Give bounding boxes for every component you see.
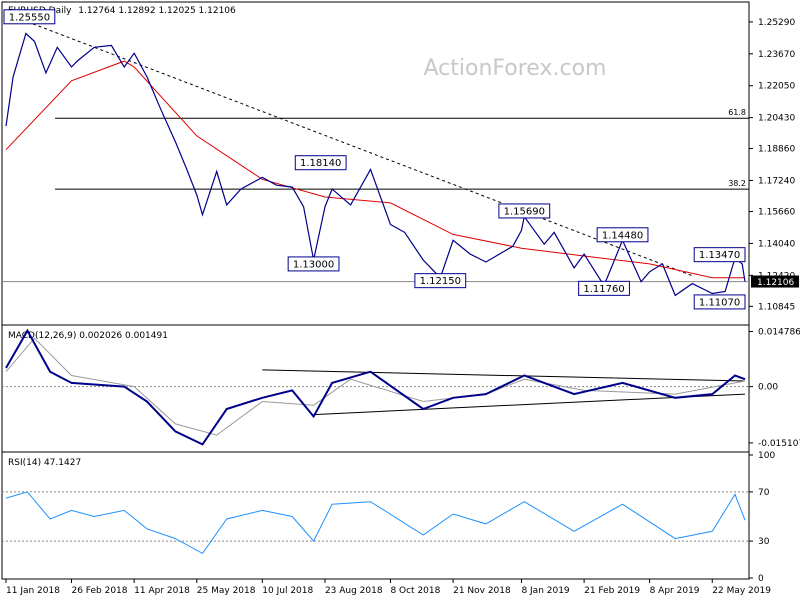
- price-callout-label: 1.18140: [300, 158, 341, 169]
- price-callout-box: [3, 9, 56, 25]
- price-pane: [1, 1, 750, 326]
- price-callout-label: 1.12150: [420, 276, 461, 287]
- price-callout-label: 1.11070: [699, 297, 740, 308]
- price-callout-label: 1.15690: [504, 206, 545, 217]
- price-ytick-label: 1.15660: [758, 208, 795, 218]
- timeframe-label: Daily: [49, 6, 72, 16]
- fib-label: 61.8: [728, 108, 746, 117]
- price-callout-box: [294, 155, 347, 171]
- price-ytick-label: 1.20430: [758, 114, 795, 124]
- macd-pane-title: MACD(12,26,9) 0.002026 0.001491: [8, 331, 168, 341]
- x-tick-label: 8 Jan 2019: [521, 586, 569, 596]
- rsi-pane-title: RSI(14) 47.1427: [8, 458, 81, 468]
- macd-line: [5, 328, 746, 446]
- x-tick-label: 11 Apr 2018: [134, 586, 190, 596]
- price-ytick-label: 1.17240: [758, 176, 795, 186]
- rsi-ytick-label: 30: [758, 537, 770, 547]
- ohlc-label: 1.12764 1.12892 1.12025 1.12106: [78, 6, 236, 16]
- price-callout-label: 1.13000: [293, 259, 334, 270]
- x-tick-label: 25 May 2018: [197, 586, 256, 596]
- rsi-ytick-label: 0: [758, 574, 764, 584]
- macd-ytick-label: -0.015107: [758, 439, 800, 449]
- macd-wedge-upper: [262, 369, 746, 382]
- rsi-line: [5, 491, 746, 555]
- macd-ytick-label: 0.00: [758, 383, 778, 393]
- x-tick-label: 21 Feb 2019: [584, 586, 640, 596]
- rsi-ytick-label: 100: [758, 451, 775, 461]
- price-line: [5, 32, 746, 297]
- price-ytick-label: 1.23670: [758, 50, 795, 60]
- axes-group: 11 Jan 2018 26 Feb 2018 11 Apr 2018 25 May …: [5, 579, 771, 596]
- current-price-label: 1.12106: [757, 278, 794, 288]
- x-tick-label: 10 Jul 2018: [262, 586, 313, 596]
- x-tick-label: 11 Jan 2018: [6, 586, 60, 596]
- price-callout-box: [693, 294, 746, 310]
- price-ytick-label: 1.22050: [758, 82, 795, 92]
- price-series-group: 61.8 38.2 1.25550 1.18140 1.13000 1.12150 1.15…: [2, 9, 799, 312]
- rsi-ytick-label: 70: [758, 488, 770, 498]
- ma-line: [5, 60, 745, 279]
- trendline: [27, 21, 693, 277]
- price-ytick-label: 1.14040: [758, 239, 795, 249]
- price-callout-box: [414, 273, 467, 289]
- rsi-pane: [1, 451, 750, 580]
- price-callout-label: 1.25550: [9, 12, 50, 23]
- x-tick-label: 26 Feb 2018: [71, 586, 127, 596]
- x-tick-label: 23 Aug 2018: [325, 586, 383, 596]
- current-price-tag: [751, 275, 799, 288]
- x-tick-label: 8 Apr 2019: [650, 586, 700, 596]
- rsi-series-group: 100 70 30 0: [2, 451, 775, 584]
- x-tick-label: 22 May 2019: [712, 586, 771, 596]
- price-callout-label: 1.11760: [583, 284, 624, 295]
- x-tick-label: 8 Oct 2018: [390, 586, 440, 596]
- macd-series-group: 0.014786 0.00 -0.015107: [2, 328, 800, 449]
- price-callout-label: 1.14480: [602, 230, 643, 241]
- price-callout-box: [596, 227, 649, 243]
- price-callout-box: [578, 280, 630, 296]
- macd-pane: [1, 324, 750, 453]
- x-tick-label: 21 Nov 2018: [453, 586, 511, 596]
- price-ytick-label: 1.10845: [758, 302, 795, 312]
- fib-label: 38.2: [728, 179, 746, 188]
- price-callout-label: 1.13470: [699, 250, 740, 261]
- macd-ytick-label: 0.014786: [758, 328, 800, 338]
- price-ytick-label: 1.25290: [758, 18, 795, 28]
- price-callout-box: [287, 256, 340, 272]
- price-callout-box: [498, 203, 551, 219]
- price-callout-box: [693, 247, 746, 263]
- watermark: ActionForex.com: [424, 56, 607, 81]
- macd-signal-line: [5, 337, 746, 436]
- price-ytick-label: 1.18860: [758, 145, 795, 155]
